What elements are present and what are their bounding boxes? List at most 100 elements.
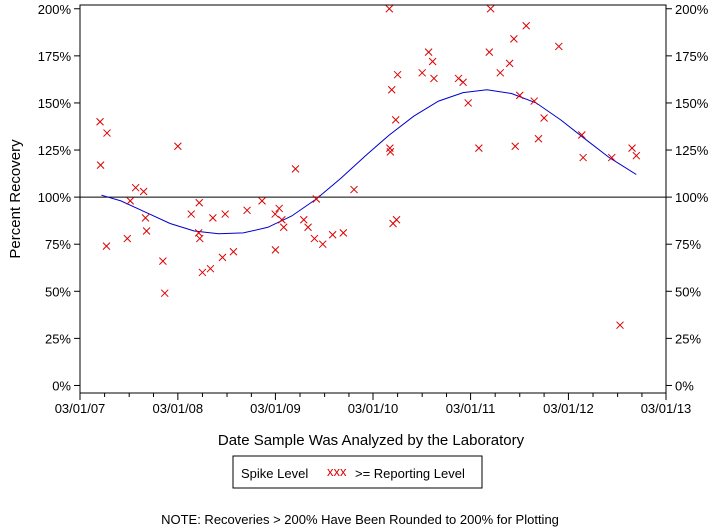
data-point xyxy=(339,229,348,237)
data-point-stroke xyxy=(616,321,624,330)
data-point xyxy=(424,48,433,56)
y-tick-label-left: 50% xyxy=(45,284,71,299)
data-point-stroke xyxy=(271,210,280,218)
data-point-stroke xyxy=(534,134,543,143)
data-point xyxy=(275,204,284,213)
data-point xyxy=(218,253,227,262)
data-point xyxy=(428,57,437,66)
data-point-stroke xyxy=(393,70,402,79)
data-point-stroke xyxy=(318,240,327,249)
data-point-stroke xyxy=(304,223,312,232)
data-point-stroke xyxy=(475,144,483,152)
data-point-stroke xyxy=(628,144,636,152)
data-point xyxy=(139,187,148,196)
data-point-stroke xyxy=(291,165,300,173)
data-point-stroke xyxy=(391,116,400,124)
data-point xyxy=(103,129,111,137)
axes: 0% 0% 25% 25% 50% 50% 75% 75% 100% 100% 125% 125% 15… xyxy=(38,2,709,416)
data-point-stroke xyxy=(271,246,280,254)
data-point xyxy=(554,42,563,51)
data-point-stroke xyxy=(510,35,518,43)
y-tick-label-left: 150% xyxy=(38,96,72,111)
data-point xyxy=(628,144,636,152)
data-point xyxy=(102,242,111,250)
x-tick-label: 03/01/08 xyxy=(153,401,204,416)
y-tick-label-left: 100% xyxy=(38,190,72,205)
data-point-stroke xyxy=(339,229,348,237)
x-tick-label: 03/01/12 xyxy=(543,401,594,416)
data-point xyxy=(304,223,312,232)
data-point xyxy=(385,4,394,13)
data-point-stroke xyxy=(385,144,394,152)
data-point xyxy=(505,59,514,68)
data-point-stroke xyxy=(496,68,505,77)
data-point xyxy=(160,289,169,298)
data-point-stroke xyxy=(312,195,321,203)
data-point-stroke xyxy=(424,48,433,56)
data-point-stroke xyxy=(229,247,238,256)
data-point-stroke xyxy=(310,234,319,243)
footnote: NOTE: Recoveries > 200% Have Been Rounde… xyxy=(161,512,559,527)
data-point xyxy=(299,215,308,224)
data-point-stroke xyxy=(454,74,463,83)
data-point xyxy=(459,78,467,87)
data-point xyxy=(318,240,327,249)
y-tick-label-right: 100% xyxy=(675,190,709,205)
data-point xyxy=(96,161,105,169)
data-point-stroke xyxy=(258,197,266,205)
data-point xyxy=(485,48,494,56)
data-point-stroke xyxy=(142,227,151,235)
data-point-stroke xyxy=(195,198,204,207)
data-point-stroke xyxy=(540,114,548,122)
data-point xyxy=(534,134,543,143)
data-point-stroke xyxy=(141,213,150,222)
y-tick-label-right: 0% xyxy=(675,378,694,393)
data-point xyxy=(475,144,483,152)
y-tick-label-left: 75% xyxy=(45,237,71,252)
data-point-stroke xyxy=(277,215,286,224)
data-point-stroke xyxy=(96,161,105,169)
data-point xyxy=(195,234,204,243)
data-point-stroke xyxy=(387,85,396,94)
data-point xyxy=(126,197,135,205)
data-point xyxy=(209,213,217,222)
data-point xyxy=(206,264,215,273)
y-tick-label-right: 175% xyxy=(675,49,709,64)
data-point xyxy=(486,4,495,13)
data-point-stroke xyxy=(328,230,337,239)
data-point xyxy=(131,183,140,192)
data-point xyxy=(243,206,251,215)
legend-series-label: >= Reporting Level xyxy=(355,466,465,481)
data-point-stroke xyxy=(579,153,587,162)
data-point xyxy=(393,70,402,79)
data-point-stroke xyxy=(187,210,196,218)
data-point-stroke xyxy=(243,206,251,215)
data-point xyxy=(291,165,300,173)
x-tick-label: 03/01/09 xyxy=(250,401,301,416)
y-axis-title: Percent Recovery xyxy=(7,139,24,259)
x-tick-label: 03/01/10 xyxy=(348,401,399,416)
data-point-stroke xyxy=(126,197,135,205)
data-point-stroke xyxy=(505,59,514,68)
data-point-stroke xyxy=(385,4,394,13)
data-point xyxy=(350,185,358,194)
data-point xyxy=(632,151,641,160)
data-point-stroke xyxy=(275,204,284,213)
data-point xyxy=(530,97,539,105)
data-point-stroke xyxy=(209,213,217,222)
legend-box xyxy=(232,455,483,489)
data-point xyxy=(159,257,167,266)
data-point-stroke xyxy=(350,185,358,194)
data-point xyxy=(496,68,505,77)
data-point-stroke xyxy=(577,131,586,139)
data-point-stroke xyxy=(632,151,641,160)
plot-frame xyxy=(79,4,667,394)
data-point-stroke xyxy=(485,48,494,56)
data-point-stroke xyxy=(159,257,167,266)
x-tick-label: 03/01/07 xyxy=(55,401,106,416)
data-point xyxy=(616,321,624,330)
data-point xyxy=(391,116,400,124)
data-point xyxy=(271,210,280,218)
data-point xyxy=(271,246,280,254)
